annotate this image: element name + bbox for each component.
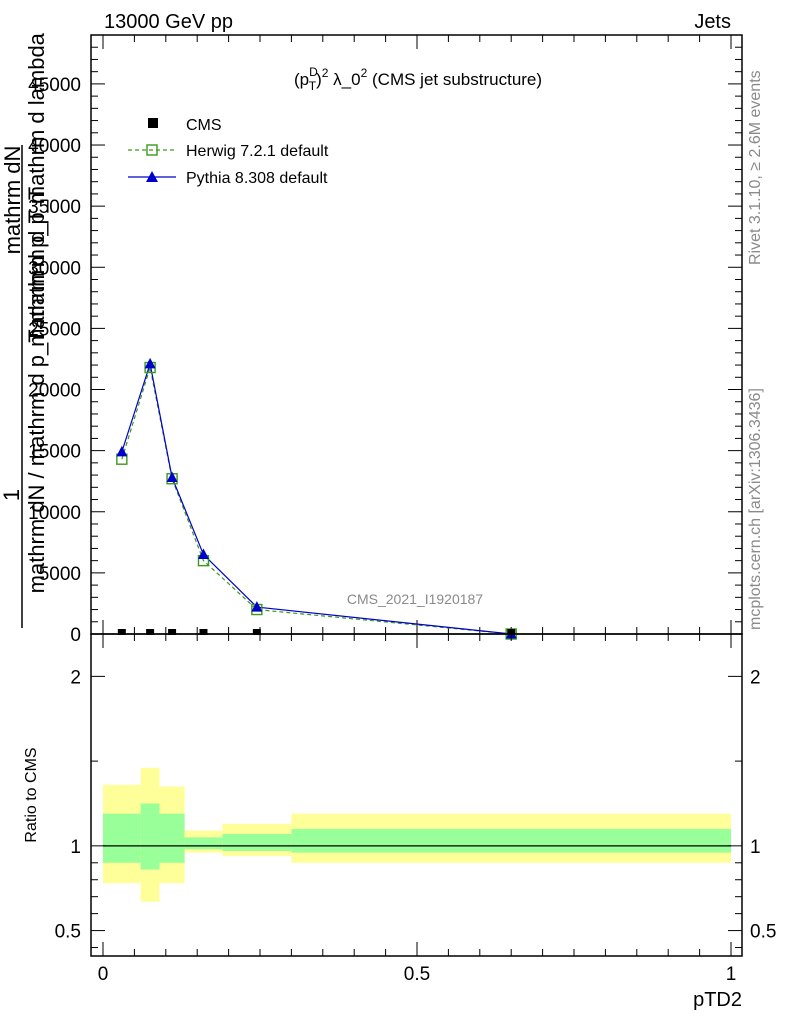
mcplots-label: mcplots.cern.ch [arXiv:1306.3436] [747,388,764,630]
cms-point [146,629,155,635]
ratio-stat-band [103,813,141,863]
header-right: Jets [694,11,731,33]
legend-pythia-marker [146,171,158,182]
cms-point [168,629,177,635]
ratio-y-axis: 0.5 0.5 1 1 2 2 [55,667,776,949]
main-y-tick-label: 15000 [28,442,81,463]
pythia-point [116,445,128,457]
cms-point [199,629,208,635]
ratio-y-tick-label-right: 2 [750,667,761,688]
main-y-label: 1 mathrm dN mathrm dN / mathrm d p_T mat… [0,32,49,628]
y-label-lambda: mathrm d p_T mathrm d lambda [24,32,49,347]
main-y-tick-label: 25000 [28,319,81,340]
plot-title: (pD T)2 λ_02 (CMS jet substructure) [294,65,542,93]
ratio-bands-layer [103,767,731,902]
ratio-stat-band [159,813,185,863]
ratio-y-label: Ratio to CMS [23,747,40,842]
pythia-point [166,471,178,483]
ratio-y-tick-label: 2 [70,667,81,688]
ratio-y-tick-label: 1 [70,837,81,858]
rivet-label: Rivet 3.1.10, ≥ 2.6M events [747,70,764,265]
cms-point [117,629,126,635]
ratio-plot-frame [90,633,743,957]
ratio-stat-band [184,837,223,850]
main-y-tick-label: 10000 [28,503,81,524]
ratio-y-tick-label-right: 1 [750,837,761,858]
pythia-point [197,548,209,560]
cms-point [252,629,261,635]
ratio-stat-band [291,828,731,853]
y-label-dn: mathrm dN [0,146,25,255]
main-y-tick-label: 0 [70,625,81,646]
ratio-y-tick-label-right: 0.5 [750,922,776,943]
legend-herwig-label: Herwig 7.2.1 default [186,143,329,160]
ratio-x-axis: 0 0.5 1 [98,634,737,985]
legend-pythia-label: Pythia 8.308 default [186,170,328,187]
ratio-x-tick-label: 1 [726,964,737,985]
legend-cms-marker [148,118,158,128]
legend: CMS Herwig 7.2.1 default Pythia 8.308 de… [128,117,329,187]
legend-cms-label: CMS [186,117,222,134]
main-y-tick-label: 45000 [28,75,81,96]
ratio-stat-band [140,803,160,870]
ratio-y-tick-label: 0.5 [55,922,81,943]
ratio-x-tick-label: 0.5 [404,964,430,985]
header-left: 13000 GeV pp [104,11,233,33]
y-label-numerator: 1 [0,489,24,501]
pythia-point [251,601,263,612]
main-y-axis: 0 5000 10000 15000 20000 25000 30000 35000 40000… [28,34,742,646]
pythia-point [144,357,156,369]
ratio-stat-band [222,833,292,851]
main-y-tick-label: 20000 [28,381,81,402]
y-label-main: mathrm dN / mathrm d p_T mathrm d p_T [24,187,49,594]
herwig-line [121,367,512,635]
pythia-line [121,363,512,635]
main-y-tick-label: 5000 [39,564,81,585]
analysis-watermark: CMS_2021_I1920187 [347,591,483,607]
x-axis-label: pTD2 [693,989,742,1011]
cms-point [507,629,516,635]
main-y-tick-label: 30000 [28,258,81,279]
main-y-tick-label: 35000 [28,197,81,218]
legend-herwig-marker [146,144,158,156]
ratio-x-tick-label: 0 [98,964,109,985]
main-y-tick-label: 40000 [28,136,81,157]
main-series-layer [116,357,517,640]
